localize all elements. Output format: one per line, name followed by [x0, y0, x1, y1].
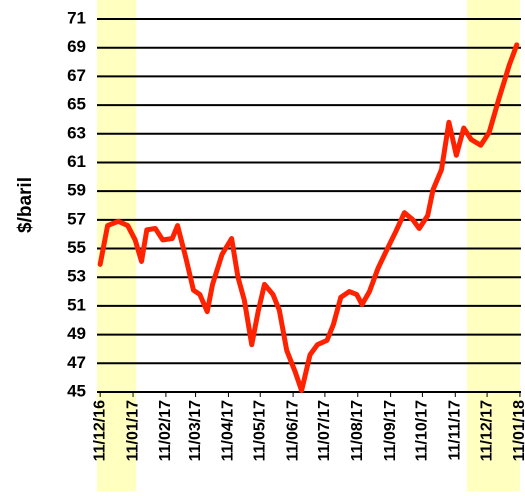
x-tick-label: 11/12/16 [91, 400, 108, 462]
y-tick-label: 65 [67, 95, 86, 114]
y-axis-label: $/baril [15, 177, 36, 233]
y-tick-label: 45 [67, 381, 86, 400]
x-tick-label: 11/01/18 [511, 400, 525, 462]
y-tick-label: 57 [67, 209, 86, 228]
x-tick-label: 11/06/17 [284, 400, 301, 462]
x-tick-label: 11/03/17 [187, 400, 204, 462]
y-tick-label: 51 [67, 295, 86, 314]
x-tick-label: 11/08/17 [349, 400, 366, 462]
line-series [97, 42, 520, 394]
x-tick-label: 11/05/17 [251, 400, 268, 462]
x-tick-label: 11/01/17 [124, 400, 141, 462]
y-tick-label: 61 [67, 152, 86, 171]
x-tick-label: 11/07/17 [316, 400, 333, 462]
y-tick-label: 55 [67, 238, 86, 257]
y-tick-label: 63 [67, 123, 86, 142]
shaded-range [466, 0, 520, 491]
x-tick-label: 11/04/17 [220, 400, 237, 462]
y-tick-label: 47 [67, 353, 86, 372]
x-tick-label: 11/11/17 [446, 400, 463, 461]
x-tick-label: 11/12/17 [478, 400, 495, 462]
y-tick-label: 67 [67, 66, 86, 85]
x-tick-label: 11/10/17 [414, 400, 431, 462]
y-tick-label: 49 [67, 324, 86, 343]
x-tick-label: 11/09/17 [382, 400, 399, 462]
x-tick-label: 11/02/17 [157, 400, 174, 462]
y-tick-label: 69 [67, 37, 86, 56]
y-tick-label: 59 [67, 181, 86, 200]
y-tick-label: 71 [67, 8, 86, 27]
y-tick-label: 53 [67, 267, 86, 286]
